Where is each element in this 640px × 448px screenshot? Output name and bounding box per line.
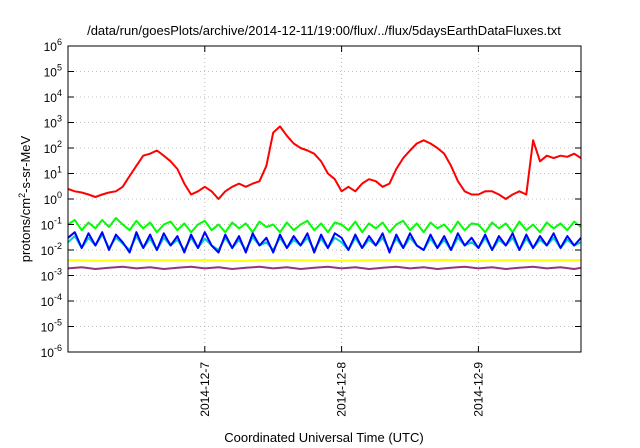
y-tick-label: 105: [44, 63, 62, 80]
y-tick-label: 10-4: [41, 292, 62, 309]
x-tick-label: 2014-12-8: [335, 362, 349, 417]
y-axis-label-sup: 2: [17, 193, 27, 198]
y-tick-label: 104: [44, 88, 62, 105]
y-tick-label: 10-6: [41, 343, 62, 360]
y-tick-label: 101: [44, 165, 62, 182]
x-tick-label: 2014-12-7: [198, 362, 212, 417]
series-line-4: [67, 231, 582, 254]
y-axis-label: protons/cm2-s-sr-MeV: [17, 135, 33, 262]
series-line-5: [67, 258, 582, 262]
chart-title: /data/run/goesPlots/archive/2014-12-11/1…: [87, 23, 561, 38]
series-group: [67, 125, 582, 270]
y-tick-label: 10-5: [41, 318, 62, 335]
x-axis-label: Coordinated Universal Time (UTC): [224, 430, 423, 445]
y-axis-label-main: protons/cm: [18, 198, 33, 262]
series-line-6: [67, 265, 582, 270]
x-tick-label: 2014-12-9: [471, 362, 485, 417]
y-tick-label: 103: [44, 114, 62, 131]
series-line-1: [67, 125, 582, 200]
y-tick-label: 10-1: [41, 216, 62, 233]
y-axis-label-rest: -s-sr-MeV: [18, 135, 33, 192]
grid: [68, 46, 581, 352]
series-line-2: [67, 217, 582, 234]
y-tick-label: 10-2: [41, 241, 62, 258]
y-axis: 10-6 10-5 10-4 10-3 10-2 10-1 100 101 102 103 104 1…: [41, 37, 581, 360]
y-tick-label: 102: [44, 139, 62, 156]
x-axis: 2014-12-7 2014-12-8 2014-12-9: [198, 46, 485, 417]
y-tick-label: 106: [44, 37, 62, 54]
y-tick-label: 100: [44, 190, 62, 207]
y-tick-label: 10-3: [41, 267, 62, 284]
